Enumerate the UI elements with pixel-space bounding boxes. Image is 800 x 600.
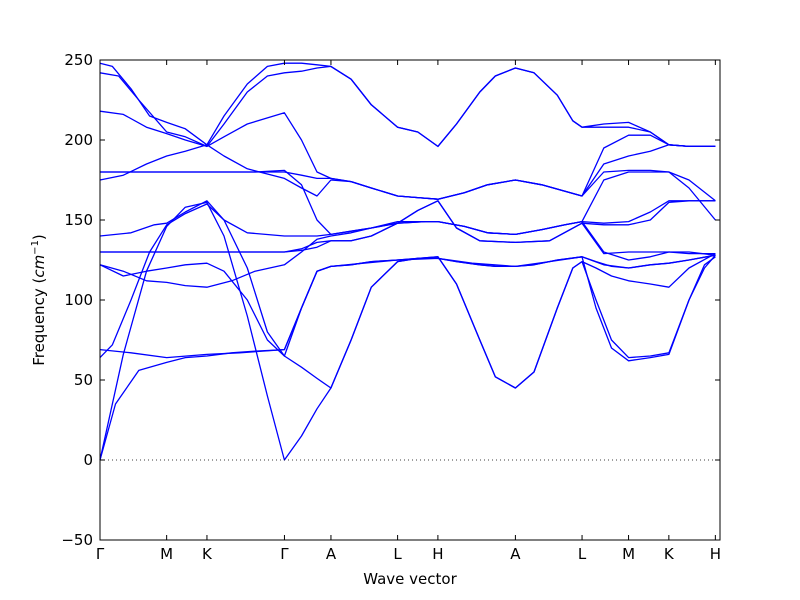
band-line-2 xyxy=(99,256,716,461)
band-line-5 xyxy=(99,220,716,288)
y-tick-label: 50 xyxy=(74,371,93,389)
y-tick-label: 150 xyxy=(64,211,93,229)
y-axis-label-suffix: ) xyxy=(30,234,48,240)
x-axis-label: Wave vector xyxy=(363,570,457,588)
y-tick-label: −50 xyxy=(61,531,93,549)
x-tick-label: K xyxy=(664,545,675,563)
y-tick-label: 100 xyxy=(64,291,93,309)
x-tick-label: H xyxy=(432,545,443,563)
y-axis-ticks: −50 0 50 100 150 200 250 xyxy=(61,51,720,549)
band-line-1 xyxy=(99,201,716,461)
x-tick-label: M xyxy=(622,545,635,563)
y-axis-label: Frequency (cm−1) xyxy=(30,234,48,366)
band-line-11 xyxy=(100,169,716,236)
band-line-12 xyxy=(100,134,716,200)
x-tick-label: Γ xyxy=(96,545,105,563)
y-tick-label: 0 xyxy=(83,451,93,469)
y-axis-label-prefix: Frequency ( xyxy=(30,278,48,366)
y-axis-label-exponent: −1 xyxy=(30,240,41,255)
x-tick-label: A xyxy=(326,545,337,563)
band-line-4 xyxy=(99,254,716,359)
x-tick-label: K xyxy=(202,545,213,563)
band-line-6 xyxy=(99,254,716,357)
y-tick-label: 250 xyxy=(64,51,93,69)
band-line-8 xyxy=(100,200,716,255)
band-line-3 xyxy=(99,203,716,389)
x-tick-label: H xyxy=(710,545,721,563)
x-tick-label: L xyxy=(578,545,587,563)
x-tick-label: M xyxy=(160,545,173,563)
band-line-15 xyxy=(99,62,716,148)
y-tick-label: 200 xyxy=(64,131,93,149)
x-tick-label: Γ xyxy=(280,545,289,563)
x-tick-label: L xyxy=(393,545,402,563)
x-tick-label: A xyxy=(510,545,521,563)
band-line-13 xyxy=(99,110,716,202)
plot-frame xyxy=(99,59,721,541)
y-axis-label-unit: cm xyxy=(30,255,48,278)
series-lines xyxy=(99,62,716,461)
